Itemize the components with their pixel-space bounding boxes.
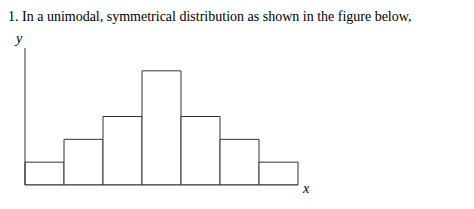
svg-text:x: x: [302, 181, 310, 196]
html-text:1. In a unimodal, symmetrical: 1. In a unimodal, symmetrical distributi…: [8, 9, 412, 24]
svg-text:y: y: [14, 31, 23, 46]
